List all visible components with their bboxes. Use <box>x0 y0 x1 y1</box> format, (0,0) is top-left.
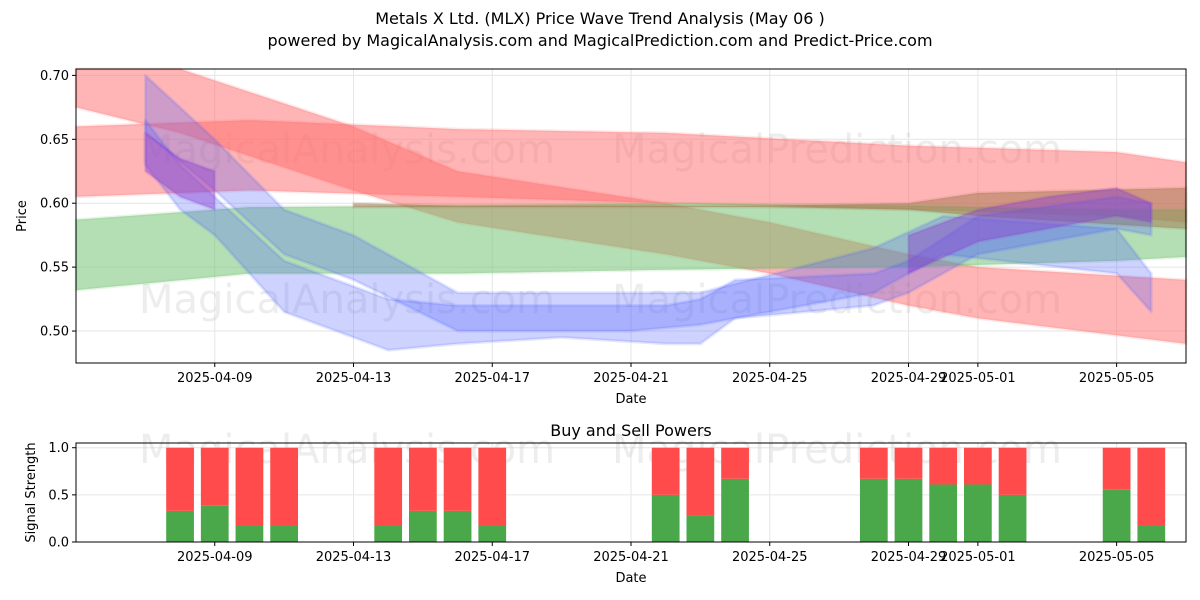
sell-bar <box>859 447 888 479</box>
y-tick-label: 1.0 <box>48 441 69 456</box>
sell-bar <box>166 447 194 511</box>
wave-band-blue <box>143 118 1153 352</box>
y-tick-label: 0.70 <box>40 69 69 84</box>
x-tick-label: 2025-04-29 <box>871 371 947 386</box>
buy-bar <box>409 510 437 542</box>
x-tick-label: 2025-05-01 <box>940 371 1016 386</box>
y-tick-label: 0.0 <box>48 536 69 551</box>
buy-bar <box>443 510 472 542</box>
wave-band-purple <box>143 131 217 212</box>
sell-bar <box>478 447 507 526</box>
signal-panel: MagicalAnalysis.com MagicalPrediction.com… <box>24 421 1187 586</box>
buy-bar <box>270 525 298 542</box>
y-tick-label: 0.50 <box>40 325 69 340</box>
buy-bar <box>1137 525 1166 542</box>
x-tick-label: 2025-05-05 <box>1079 550 1155 565</box>
buy-bar <box>686 515 715 542</box>
y-tick-label: 0.5 <box>48 488 69 503</box>
wave-band-blue <box>143 73 1153 333</box>
sell-bar <box>235 447 264 526</box>
x-tick-label: 2025-04-17 <box>454 371 530 386</box>
sell-bar <box>651 447 680 495</box>
sell-bar <box>374 447 403 526</box>
x-tick-label: 2025-04-13 <box>316 550 392 565</box>
x-tick-label: 2025-04-13 <box>316 371 392 386</box>
chart-subtitle: powered by MagicalAnalysis.com and Magic… <box>267 31 933 50</box>
buy-bar <box>200 505 229 542</box>
sell-bar <box>964 447 992 485</box>
buy-bar <box>998 494 1027 542</box>
x-tick-label: 2025-04-21 <box>593 550 669 565</box>
x-tick-label: 2025-04-29 <box>871 550 947 565</box>
y-axis-label: Price <box>15 200 30 232</box>
buy-bar <box>721 478 749 542</box>
x-axis-label: Date <box>615 392 646 407</box>
price-panel: MagicalAnalysis.com MagicalPrediction.com… <box>15 67 1188 407</box>
y-tick-label: 0.65 <box>40 133 69 148</box>
buy-bar <box>235 525 264 542</box>
sell-bar <box>270 447 298 526</box>
buy-bar <box>929 484 958 542</box>
buy-bar <box>478 525 507 542</box>
y-axis-label: Signal Strength <box>24 442 39 542</box>
sell-bar <box>1102 447 1131 490</box>
watermark-text: MagicalAnalysis.com <box>139 277 555 323</box>
buy-bar <box>894 478 923 542</box>
x-tick-label: 2025-05-05 <box>1079 371 1155 386</box>
x-tick-label: 2025-04-25 <box>732 371 808 386</box>
sell-bar <box>409 447 437 511</box>
sell-bar <box>443 447 472 511</box>
buy-bar <box>964 484 992 542</box>
sell-bar <box>686 447 715 516</box>
x-axis-label: Date <box>615 571 646 586</box>
buy-bar <box>859 478 888 542</box>
sell-bar <box>894 447 923 479</box>
x-tick-label: 2025-04-09 <box>177 371 253 386</box>
sell-bar <box>200 447 229 506</box>
panel-title: Buy and Sell Powers <box>550 421 712 440</box>
sell-bar <box>998 447 1027 495</box>
sell-bar <box>929 447 958 485</box>
sell-bar <box>1137 447 1166 526</box>
y-tick-label: 0.60 <box>40 197 69 212</box>
chart-title: Metals X Ltd. (MLX) Price Wave Trend Ana… <box>375 9 825 28</box>
buy-bar <box>166 510 194 542</box>
x-tick-label: 2025-04-25 <box>732 550 808 565</box>
buy-bar <box>651 494 680 542</box>
sell-bar <box>721 447 749 479</box>
buy-bar <box>374 525 403 542</box>
y-tick-label: 0.55 <box>40 261 69 276</box>
buy-bar <box>1102 489 1131 542</box>
x-tick-label: 2025-04-21 <box>593 371 669 386</box>
x-tick-label: 2025-04-17 <box>454 550 530 565</box>
wave-band-purple <box>907 186 1153 275</box>
x-tick-label: 2025-05-01 <box>940 550 1016 565</box>
x-tick-label: 2025-04-09 <box>177 550 253 565</box>
